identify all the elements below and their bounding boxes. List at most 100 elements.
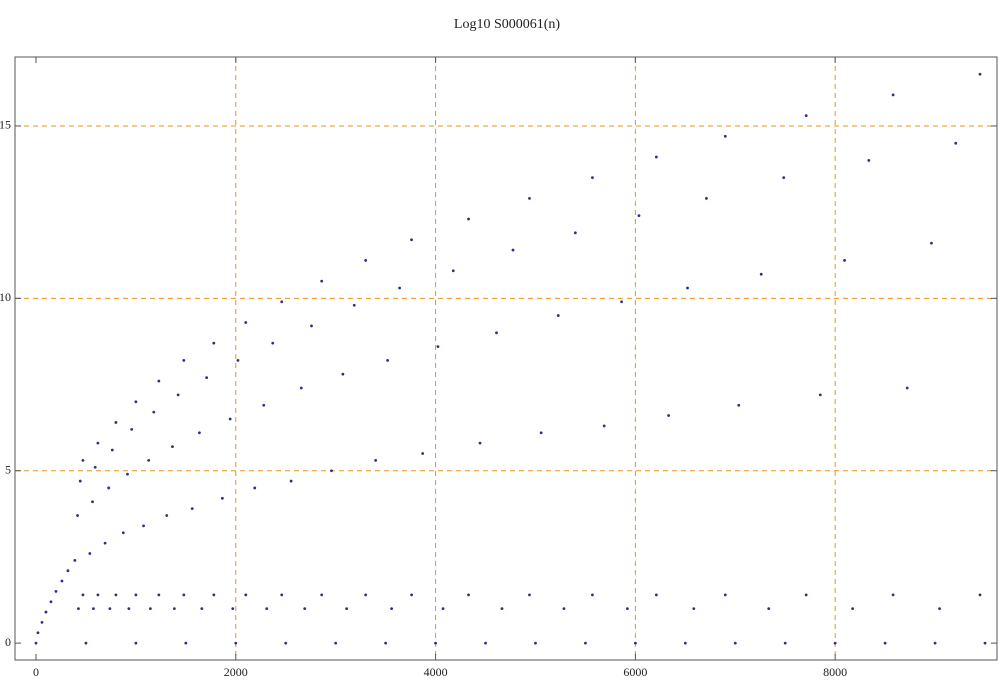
point (152, 410, 156, 414)
point (182, 358, 186, 362)
point (602, 424, 606, 428)
point (271, 341, 275, 345)
y-tick-label: 15 (0, 118, 11, 132)
point (220, 496, 224, 500)
point (78, 479, 82, 483)
point (562, 607, 566, 611)
point (280, 300, 284, 304)
point (783, 641, 787, 645)
point (147, 458, 151, 462)
point (883, 641, 887, 645)
point (36, 631, 40, 635)
point (284, 641, 288, 645)
point (134, 641, 138, 645)
point (667, 414, 671, 417)
point (265, 607, 269, 611)
x-tick-label: 0 (33, 665, 39, 679)
point (148, 607, 152, 611)
point (96, 441, 100, 445)
point (81, 593, 85, 597)
point (484, 641, 487, 645)
point (157, 379, 161, 383)
point (654, 155, 658, 159)
point (683, 641, 687, 645)
point (176, 393, 180, 397)
point (303, 607, 307, 611)
point (40, 621, 44, 624)
plot-frame (14, 56, 998, 661)
point (364, 259, 368, 262)
point (654, 593, 658, 597)
point (539, 431, 543, 435)
point (467, 593, 470, 597)
point (421, 452, 425, 455)
point (804, 593, 808, 597)
point (723, 593, 727, 597)
point (54, 589, 58, 593)
point (190, 507, 194, 511)
point (198, 431, 201, 435)
point (110, 448, 114, 452)
point (410, 593, 413, 597)
point (310, 324, 313, 328)
point (625, 607, 629, 611)
x-tick-label: 2000 (224, 665, 248, 679)
point (633, 641, 637, 645)
point (88, 552, 92, 555)
point (938, 607, 941, 611)
point (410, 238, 413, 242)
point (534, 641, 537, 645)
point (384, 641, 388, 645)
x-tick-label: 4000 (424, 665, 448, 679)
point (620, 300, 623, 304)
point (386, 358, 390, 362)
point (905, 386, 909, 390)
point (833, 641, 837, 645)
point (584, 641, 587, 645)
point (330, 469, 333, 473)
y-tick-label: 5 (5, 462, 11, 476)
point (93, 465, 97, 469)
y-tick-label: 10 (0, 290, 11, 304)
point (390, 607, 394, 611)
point (954, 141, 958, 145)
point (142, 524, 145, 528)
point (978, 72, 982, 76)
point (686, 286, 689, 290)
point (234, 641, 238, 645)
point (704, 196, 708, 200)
point (818, 393, 822, 397)
point (130, 427, 134, 431)
point (478, 441, 482, 445)
point (205, 376, 209, 380)
point (44, 610, 48, 614)
point (76, 514, 79, 517)
point (60, 579, 64, 583)
point (172, 607, 176, 611)
chart-title: Log10 S000061(n) (454, 17, 561, 32)
point (737, 403, 741, 407)
point (436, 345, 440, 349)
point (262, 403, 266, 407)
point (511, 248, 515, 252)
point (983, 641, 987, 645)
point (66, 569, 70, 573)
point (81, 458, 85, 462)
point (451, 269, 455, 273)
point (165, 514, 169, 517)
point (253, 486, 257, 490)
point (121, 531, 125, 535)
point (364, 593, 368, 597)
point (299, 386, 303, 390)
point (280, 593, 284, 597)
point (933, 641, 937, 645)
point (200, 607, 204, 611)
point (930, 241, 933, 245)
y-tick-label: 0 (5, 635, 11, 649)
point (244, 321, 248, 324)
point (723, 134, 727, 138)
point (127, 607, 131, 611)
point (591, 176, 594, 180)
point (134, 593, 138, 597)
point (867, 159, 871, 162)
